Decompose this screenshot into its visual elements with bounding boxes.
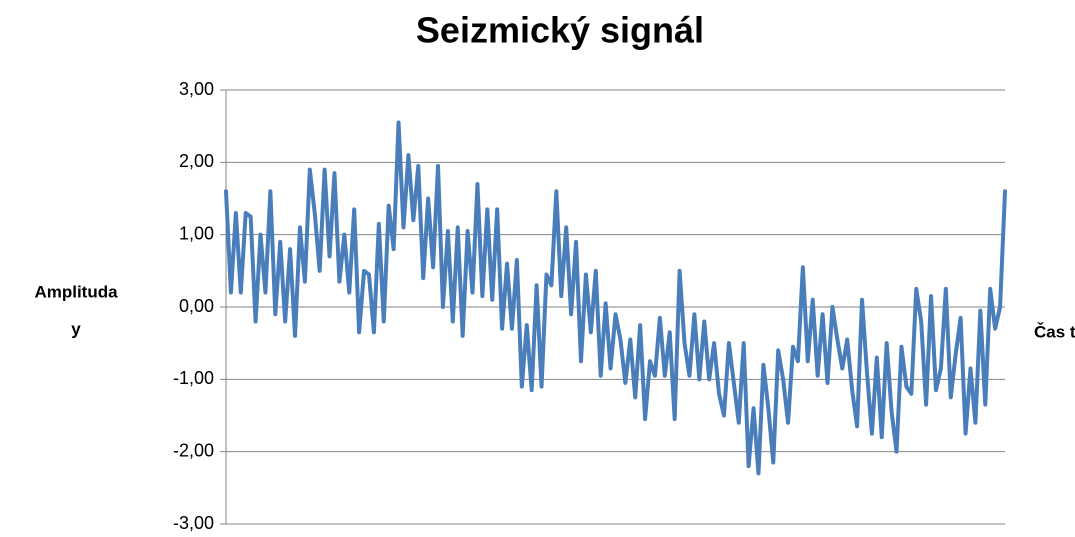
y-axis-title: y	[71, 319, 81, 338]
y-tick-label: 2,00	[179, 151, 214, 171]
chart-title: Seizmický signál	[416, 10, 704, 51]
y-axis-title: Amplituda	[34, 282, 118, 301]
line-series	[224, 120, 1007, 476]
y-tick-label: -1,00	[173, 368, 214, 388]
y-tick-label: 3,00	[179, 79, 214, 99]
y-tick-label: 0,00	[179, 296, 214, 316]
y-tick-label: -2,00	[173, 440, 214, 460]
y-tick-label: -3,00	[173, 513, 214, 533]
x-axis-title: Čas t	[1034, 322, 1075, 341]
y-tick-label: 1,00	[179, 223, 214, 243]
